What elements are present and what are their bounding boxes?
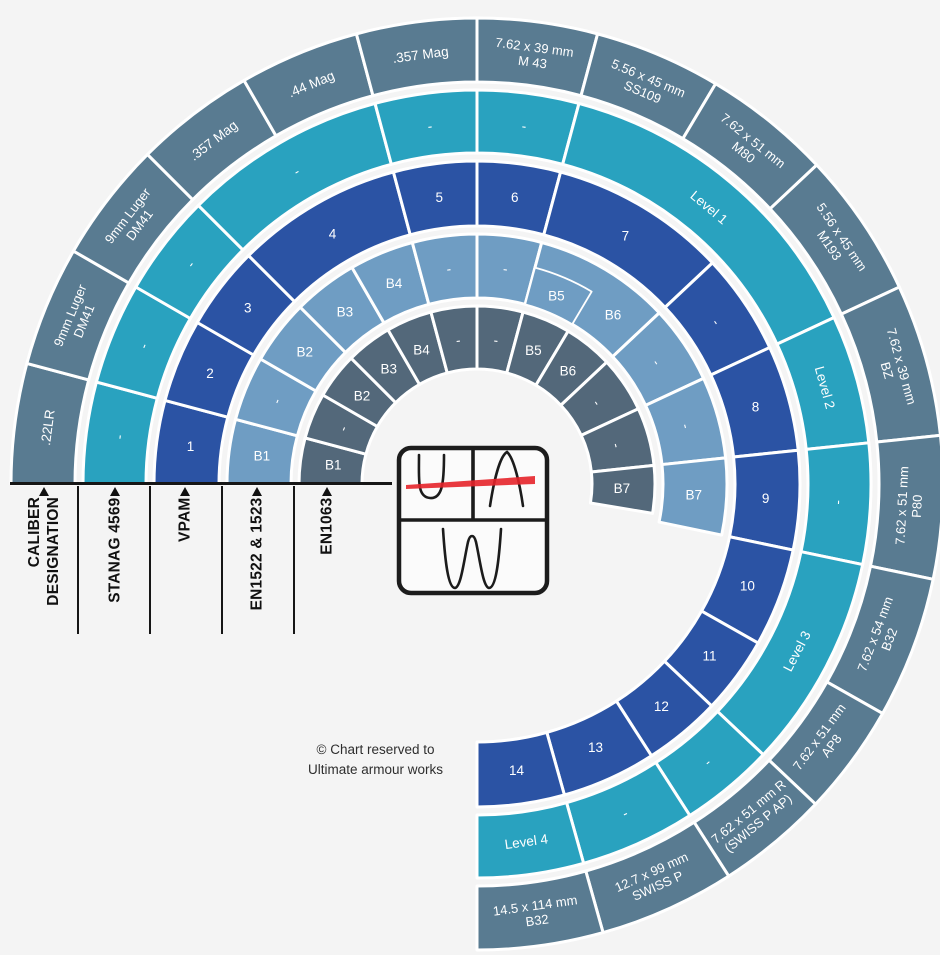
copyright-line-1: © Chart reserved to xyxy=(316,742,435,757)
stanag-segment xyxy=(81,380,159,486)
legend-up-arrow-icon xyxy=(110,487,120,496)
caliber-segment-label: .357 Mag xyxy=(392,44,450,66)
vpam-segment-label: 7 xyxy=(622,229,630,244)
legend-up-arrow-icon xyxy=(39,487,49,496)
en1522-segment-label: - xyxy=(678,422,694,430)
stanag-segment xyxy=(373,88,479,166)
en1522-segment-label: B4 xyxy=(386,276,403,291)
legend-label-3: EN1522 & 1523 xyxy=(248,497,266,610)
legend-baseline xyxy=(10,482,392,485)
en1063-segment-label: - xyxy=(493,333,499,348)
legend-label-0: CALIBER DESIGNATION xyxy=(26,497,62,606)
vpam-segment-label: 4 xyxy=(329,226,337,241)
en1063-segment-label: - xyxy=(335,424,351,434)
caliber-segment-label: 7.62 x 51 mmP80 xyxy=(892,466,926,546)
stanag-segment-label: - xyxy=(521,118,527,133)
en1063-segment-label: B1 xyxy=(325,458,342,473)
logo-letter-w xyxy=(441,527,503,590)
vpam-segment-label: 10 xyxy=(740,579,755,594)
en1522-segment-label: B6 xyxy=(605,308,622,323)
legend-label-2: VPAM xyxy=(176,497,194,542)
legend-separator xyxy=(77,486,80,634)
legend-label-1: STANAG 4569 xyxy=(106,497,124,603)
legend-up-arrow-icon xyxy=(252,487,262,496)
en1522-segment-label: B5 xyxy=(548,289,565,304)
stanag-segment-label: - xyxy=(620,806,630,822)
vpam-segment-label: 8 xyxy=(752,399,760,414)
en1522-segment-label: - xyxy=(502,261,508,276)
uaw-logo xyxy=(396,445,550,596)
en1522-segment xyxy=(524,266,593,326)
en1522-segment-label: - xyxy=(446,261,452,276)
en1063-segment-label: - xyxy=(455,333,461,348)
en1522-segment-label: - xyxy=(269,396,285,406)
legend-separator xyxy=(149,486,152,634)
copyright-line-2: Ultimate armour works xyxy=(307,762,444,777)
en1063-segment-label: - xyxy=(609,441,625,449)
stanag-segment-label: - xyxy=(291,164,302,179)
vpam-segment-label: 14 xyxy=(509,763,525,778)
stanag-segment-label: - xyxy=(111,434,126,440)
en1522-segment-label: B2 xyxy=(297,345,314,360)
legend-separator xyxy=(293,486,296,634)
vpam-segment xyxy=(475,730,566,809)
vpam-segment-label: 2 xyxy=(206,366,214,381)
en1063-segment-label: B2 xyxy=(354,388,371,403)
logo-letter-u xyxy=(417,453,446,500)
en1063-segment xyxy=(588,463,657,515)
legend-up-arrow-icon xyxy=(322,487,332,496)
legend-label-4: EN1063 xyxy=(318,497,336,555)
caliber-segment xyxy=(475,869,605,952)
stanag-segment xyxy=(475,88,581,166)
stanag-segment-label: - xyxy=(830,500,845,505)
caliber-segment-label: .22LR xyxy=(38,408,58,446)
stanag-segment-label: Level 4 xyxy=(504,831,550,852)
stanag-segment-label: - xyxy=(136,341,152,351)
legend-separator xyxy=(221,486,224,634)
copyright-note: © Chart reserved to Ultimate armour work… xyxy=(258,740,493,780)
en1063-segment-label: B6 xyxy=(560,364,577,379)
logo-red-strike-line xyxy=(406,476,535,489)
en1063-segment-label: B5 xyxy=(525,343,542,358)
vpam-segment-label: 12 xyxy=(654,699,669,714)
vpam-segment-label: 6 xyxy=(511,190,519,205)
legend-up-arrow-icon xyxy=(180,487,190,496)
vpam-segment-label: 5 xyxy=(436,190,444,205)
en1522-segment xyxy=(657,456,729,537)
stanag-segment xyxy=(475,801,586,880)
vpam-segment-label: 1 xyxy=(187,439,195,454)
en1522-segment-label: B3 xyxy=(337,304,354,319)
stanag-segment-label: - xyxy=(427,118,433,133)
vpam-segment-label: 13 xyxy=(588,740,603,755)
vpam-segment-label: 11 xyxy=(702,648,716,663)
en1522-segment-label: B1 xyxy=(254,448,271,463)
en1063-segment-label: B3 xyxy=(380,362,397,377)
en1063-segment-label: B7 xyxy=(614,481,631,496)
vpam-segment-label: 3 xyxy=(244,301,252,316)
vpam-segment-label: 9 xyxy=(762,491,770,506)
en1063-segment-label: B4 xyxy=(413,343,430,358)
en1522-segment-label: B7 xyxy=(685,488,702,503)
